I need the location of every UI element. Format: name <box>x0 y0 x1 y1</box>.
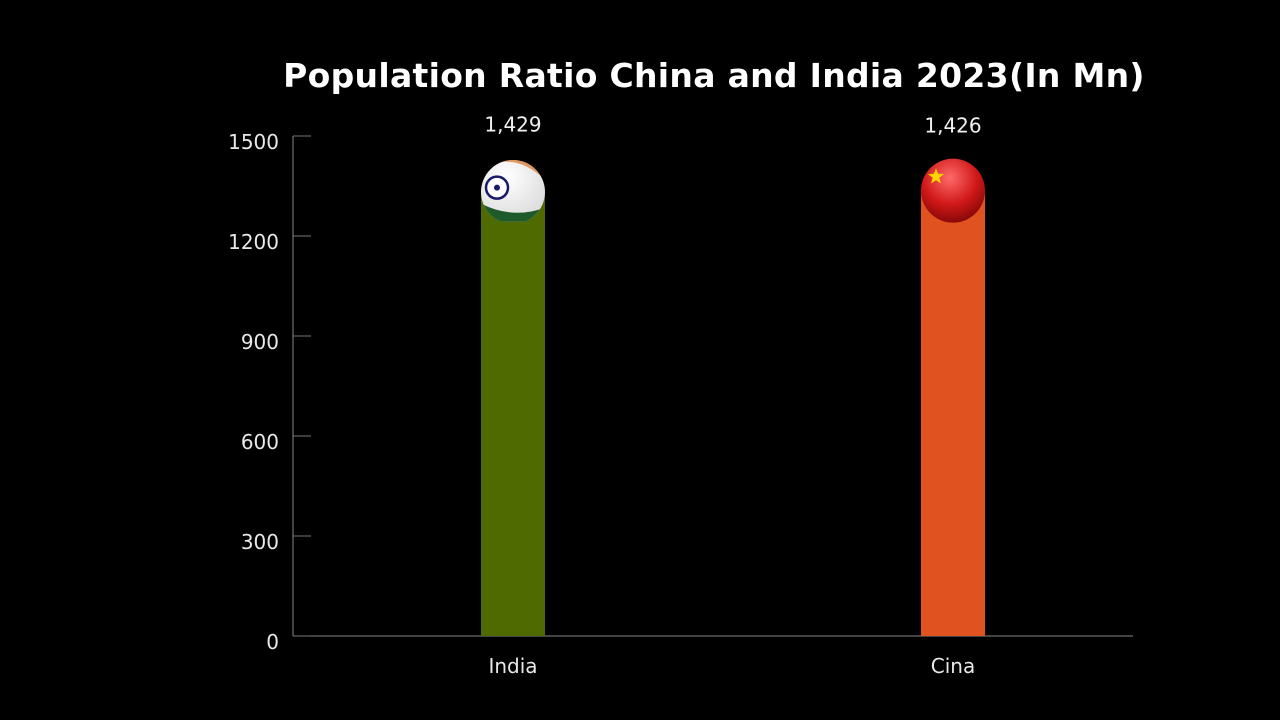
data-label: 1,426 <box>924 114 981 138</box>
india-flag-ball-icon <box>481 160 545 222</box>
y-tick-label: 0 <box>266 630 279 654</box>
china-flag-ball-icon <box>921 158 985 223</box>
y-tick-label: 1200 <box>228 230 279 254</box>
y-tick-label: 600 <box>241 430 279 454</box>
x-category-label: Cina <box>931 654 975 678</box>
y-tick-label: 900 <box>241 330 279 354</box>
bar-india <box>481 189 545 636</box>
bar-cina <box>921 190 985 636</box>
chart-title: Population Ratio China and India 2023(In… <box>283 56 1145 95</box>
y-tick-label: 1500 <box>228 130 279 154</box>
x-category-label: India <box>488 654 537 678</box>
data-label: 1,429 <box>484 113 541 137</box>
y-tick-label: 300 <box>241 530 279 554</box>
